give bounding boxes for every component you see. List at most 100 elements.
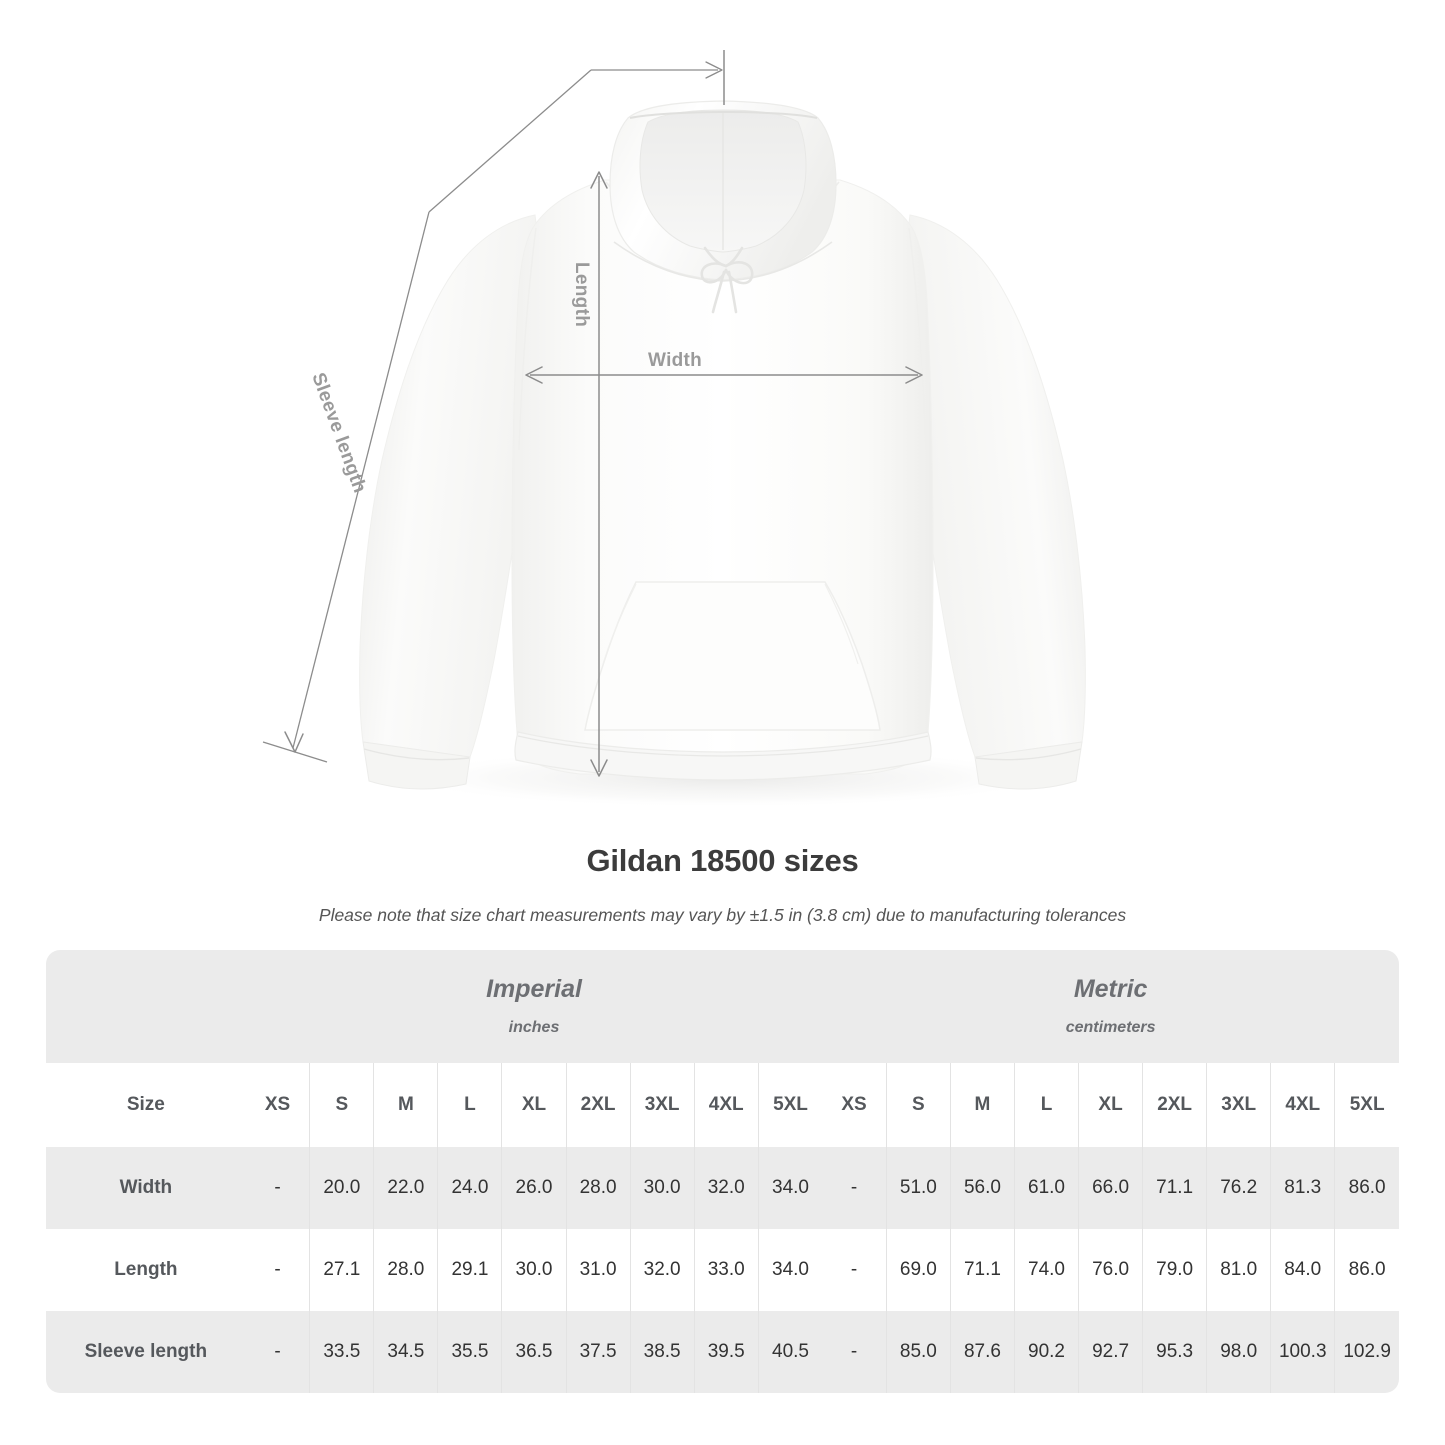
pocket-right-edge	[824, 583, 859, 665]
cell-length-imperial-4xl: 33.0	[693, 1229, 759, 1311]
length-arrow-top	[590, 171, 608, 189]
size-header-imperial-xl: XL	[501, 1063, 567, 1147]
sleeve-dimension-line	[292, 211, 430, 749]
row-label-length: Length	[46, 1229, 246, 1311]
cell-sleeve-metric-3xl: 98.0	[1206, 1311, 1271, 1393]
right-cuff-seam	[975, 748, 1082, 761]
cell-sleeve-imperial-m: 34.5	[373, 1311, 438, 1393]
collar-seam	[613, 241, 833, 282]
size-header-metric-s: S	[885, 1063, 951, 1147]
cell-length-imperial-xs: -	[245, 1229, 310, 1311]
size-header-imperial-2xl: 2XL	[565, 1063, 631, 1147]
cell-sleeve-metric-2xl: 95.3	[1142, 1311, 1207, 1393]
cell-length-imperial-m: 28.0	[373, 1229, 438, 1311]
cell-width-imperial-2xl: 28.0	[565, 1147, 631, 1229]
size-header-imperial-l: L	[437, 1063, 502, 1147]
size-header-imperial-3xl: 3XL	[629, 1063, 695, 1147]
cell-length-metric-3xl: 81.0	[1206, 1229, 1271, 1311]
table-row-sleeve-length: Sleeve length - 33.5 34.5 35.5 36.5 37.5…	[46, 1311, 1399, 1393]
unit-group-metric-sub: centimeters	[1065, 1019, 1156, 1036]
unit-group-imperial: Imperial inches	[245, 950, 823, 1063]
size-header-metric-3xl: 3XL	[1206, 1063, 1271, 1147]
right-cuff	[974, 741, 1083, 790]
size-header-metric-m: M	[949, 1063, 1015, 1147]
cell-sleeve-imperial-l: 35.5	[437, 1311, 502, 1393]
cell-sleeve-imperial-xs: -	[245, 1311, 310, 1393]
dimension-lines	[262, 50, 923, 777]
cell-sleeve-metric-5xl: 102.9	[1334, 1311, 1399, 1393]
left-cuff	[362, 741, 471, 790]
size-table: Imperial inches Metric centimeters Size …	[46, 950, 1399, 1393]
width-dimension-label: Width	[648, 350, 703, 371]
cell-width-imperial-l: 24.0	[437, 1147, 502, 1229]
cell-width-imperial-xs: -	[245, 1147, 310, 1229]
hood-drawstring-channel	[629, 111, 818, 119]
table-row-width: Width - 20.0 22.0 24.0 26.0 28.0 30.0 32…	[46, 1147, 1399, 1229]
cell-width-metric-m: 56.0	[949, 1147, 1015, 1229]
cell-width-metric-s: 51.0	[885, 1147, 951, 1229]
hem-seam	[517, 735, 929, 757]
tolerance-note: Please note that size chart measurements…	[318, 905, 1127, 925]
cell-sleeve-imperial-xl: 36.5	[501, 1311, 567, 1393]
left-armhole-seam	[518, 227, 537, 451]
unit-group-imperial-name: Imperial	[486, 975, 582, 1003]
unit-group-row: Imperial inches Metric centimeters	[46, 950, 1399, 1063]
cell-width-imperial-3xl: 30.0	[629, 1147, 695, 1229]
size-header-imperial-5xl: 5XL	[757, 1063, 823, 1147]
title-block: Gildan 18500 sizes Please note that size…	[0, 843, 1445, 926]
cell-width-imperial-xl: 26.0	[501, 1147, 567, 1229]
cell-sleeve-metric-4xl: 100.3	[1270, 1311, 1335, 1393]
size-header-imperial-xs: XS	[245, 1063, 310, 1147]
unit-group-metric: Metric centimeters	[822, 950, 1399, 1063]
cell-length-metric-l: 74.0	[1013, 1229, 1079, 1311]
cell-length-imperial-l: 29.1	[437, 1229, 502, 1311]
cell-length-imperial-2xl: 31.0	[565, 1229, 631, 1311]
width-arrow-right	[905, 366, 923, 384]
cell-width-metric-4xl: 81.3	[1270, 1147, 1335, 1229]
cell-width-metric-5xl: 86.0	[1334, 1147, 1399, 1229]
cell-sleeve-metric-m: 87.6	[949, 1311, 1015, 1393]
cell-width-imperial-5xl: 34.0	[757, 1147, 823, 1229]
cell-sleeve-imperial-s: 33.5	[309, 1311, 374, 1393]
size-header-imperial-4xl: 4XL	[693, 1063, 759, 1147]
cell-sleeve-imperial-5xl: 40.5	[757, 1311, 823, 1393]
cell-sleeve-imperial-3xl: 38.5	[629, 1311, 695, 1393]
cell-width-metric-l: 61.0	[1013, 1147, 1079, 1229]
size-header-row: Size XS S M L XL 2XL 3XL 4XL 5XL XS S M …	[46, 1063, 1399, 1147]
right-armhole-seam	[908, 227, 927, 451]
unit-spacer-cell	[46, 950, 246, 1063]
cell-length-imperial-xl: 30.0	[501, 1229, 567, 1311]
cell-length-metric-xs: -	[822, 1229, 887, 1311]
cell-length-imperial-3xl: 32.0	[629, 1229, 695, 1311]
unit-group-metric-name: Metric	[1073, 975, 1148, 1003]
cell-width-imperial-4xl: 32.0	[693, 1147, 759, 1229]
cell-width-metric-3xl: 76.2	[1206, 1147, 1271, 1229]
hoodie-diagram-svg	[262, 50, 1086, 808]
size-header-metric-xs: XS	[822, 1063, 887, 1147]
left-sleeve	[359, 214, 540, 758]
cell-width-metric-xs: -	[822, 1147, 887, 1229]
sleeve-bottom-tick	[262, 741, 328, 763]
cell-width-metric-2xl: 71.1	[1142, 1147, 1207, 1229]
size-header-metric-2xl: 2XL	[1142, 1063, 1207, 1147]
size-header-imperial-s: S	[309, 1063, 374, 1147]
size-header-label: Size	[46, 1063, 246, 1147]
cell-length-metric-5xl: 86.0	[1334, 1229, 1399, 1311]
cell-length-metric-2xl: 79.0	[1142, 1229, 1207, 1311]
size-header-imperial-m: M	[373, 1063, 438, 1147]
cell-sleeve-imperial-2xl: 37.5	[565, 1311, 631, 1393]
right-sleeve	[905, 214, 1086, 758]
table-row-length: Length - 27.1 28.0 29.1 30.0 31.0 32.0 3…	[46, 1229, 1399, 1311]
row-label-width: Width	[46, 1147, 246, 1229]
cell-length-metric-4xl: 84.0	[1270, 1229, 1335, 1311]
cell-width-imperial-m: 22.0	[373, 1147, 438, 1229]
left-cuff-seam	[363, 748, 470, 761]
cell-sleeve-metric-xl: 92.7	[1078, 1311, 1143, 1393]
unit-group-imperial-sub: inches	[508, 1019, 560, 1036]
width-arrow-left	[525, 366, 543, 384]
cell-length-metric-xl: 76.0	[1078, 1229, 1143, 1311]
length-dimension-label: Length	[571, 262, 592, 328]
cell-width-metric-xl: 66.0	[1078, 1147, 1143, 1229]
pocket-left-edge	[602, 583, 637, 665]
